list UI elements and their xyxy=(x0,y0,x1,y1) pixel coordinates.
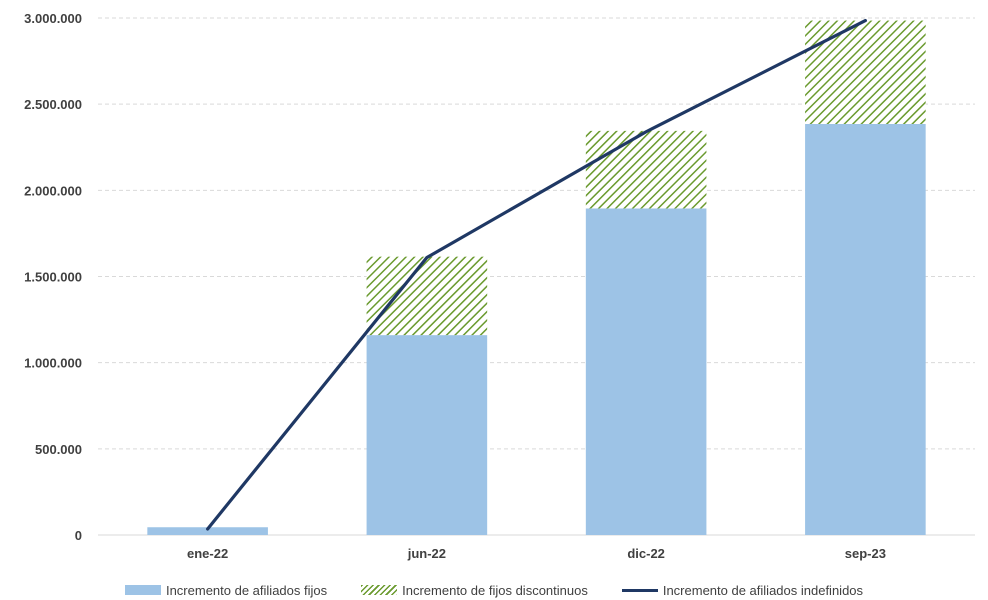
y-axis: 0 500.000 1.000.000 1.500.000 2.000.000 2.500… xyxy=(24,11,82,543)
bar-fijos-discontinuos xyxy=(366,256,488,336)
x-tick-label: ene-22 xyxy=(187,546,228,561)
legend-swatch-fijos xyxy=(124,585,161,595)
legend-item-discontinuos: Incremento de fijos discontinuos xyxy=(361,583,588,598)
y-tick-label: 1.500.000 xyxy=(24,270,82,285)
y-tick-label: 2.000.000 xyxy=(24,183,82,198)
bar-fijos-discontinuos xyxy=(585,130,707,209)
bar-afiliados-fijos xyxy=(585,208,707,535)
bar-afiliados-fijos xyxy=(147,527,268,535)
y-tick-label: 0 xyxy=(75,528,82,543)
bar-fijos-discontinuos xyxy=(805,20,926,124)
bars xyxy=(147,20,926,536)
bar-afiliados-fijos xyxy=(366,335,488,535)
legend-label-discontinuos: Incremento de fijos discontinuos xyxy=(402,582,588,598)
x-tick-label: dic-22 xyxy=(627,546,665,561)
legend-item-fijos: Incremento de afiliados fijos xyxy=(124,582,328,598)
bar-afiliados-fijos xyxy=(805,123,926,536)
legend-label-fijos: Incremento de afiliados fijos xyxy=(165,582,328,598)
y-tick-label: 500.000 xyxy=(35,442,82,457)
x-tick-label: sep-23 xyxy=(845,546,886,561)
y-tick-label: 3.000.000 xyxy=(24,11,82,26)
legend-item-indefinidos: Incremento de afiliados indefinidos xyxy=(621,582,864,598)
legend: Incremento de afiliados fijos Incremento… xyxy=(0,580,988,600)
legend-swatch-discontinuos xyxy=(361,585,398,595)
line-series xyxy=(206,18,867,531)
y-tick-label: 2.500.000 xyxy=(24,97,82,112)
x-axis: ene-22 jun-22 dic-22 sep-23 xyxy=(187,546,886,561)
line-afiliados-indefinidos xyxy=(206,18,867,531)
y-tick-label: 1.000.000 xyxy=(24,356,82,371)
stacked-bar-line-chart: 0 500.000 1.000.000 1.500.000 2.000.000 2.500… xyxy=(24,11,975,561)
legend-swatch-indefinidos xyxy=(621,588,658,592)
x-tick-label: jun-22 xyxy=(407,546,446,561)
legend-label-indefinidos: Incremento de afiliados indefinidos xyxy=(662,582,864,598)
